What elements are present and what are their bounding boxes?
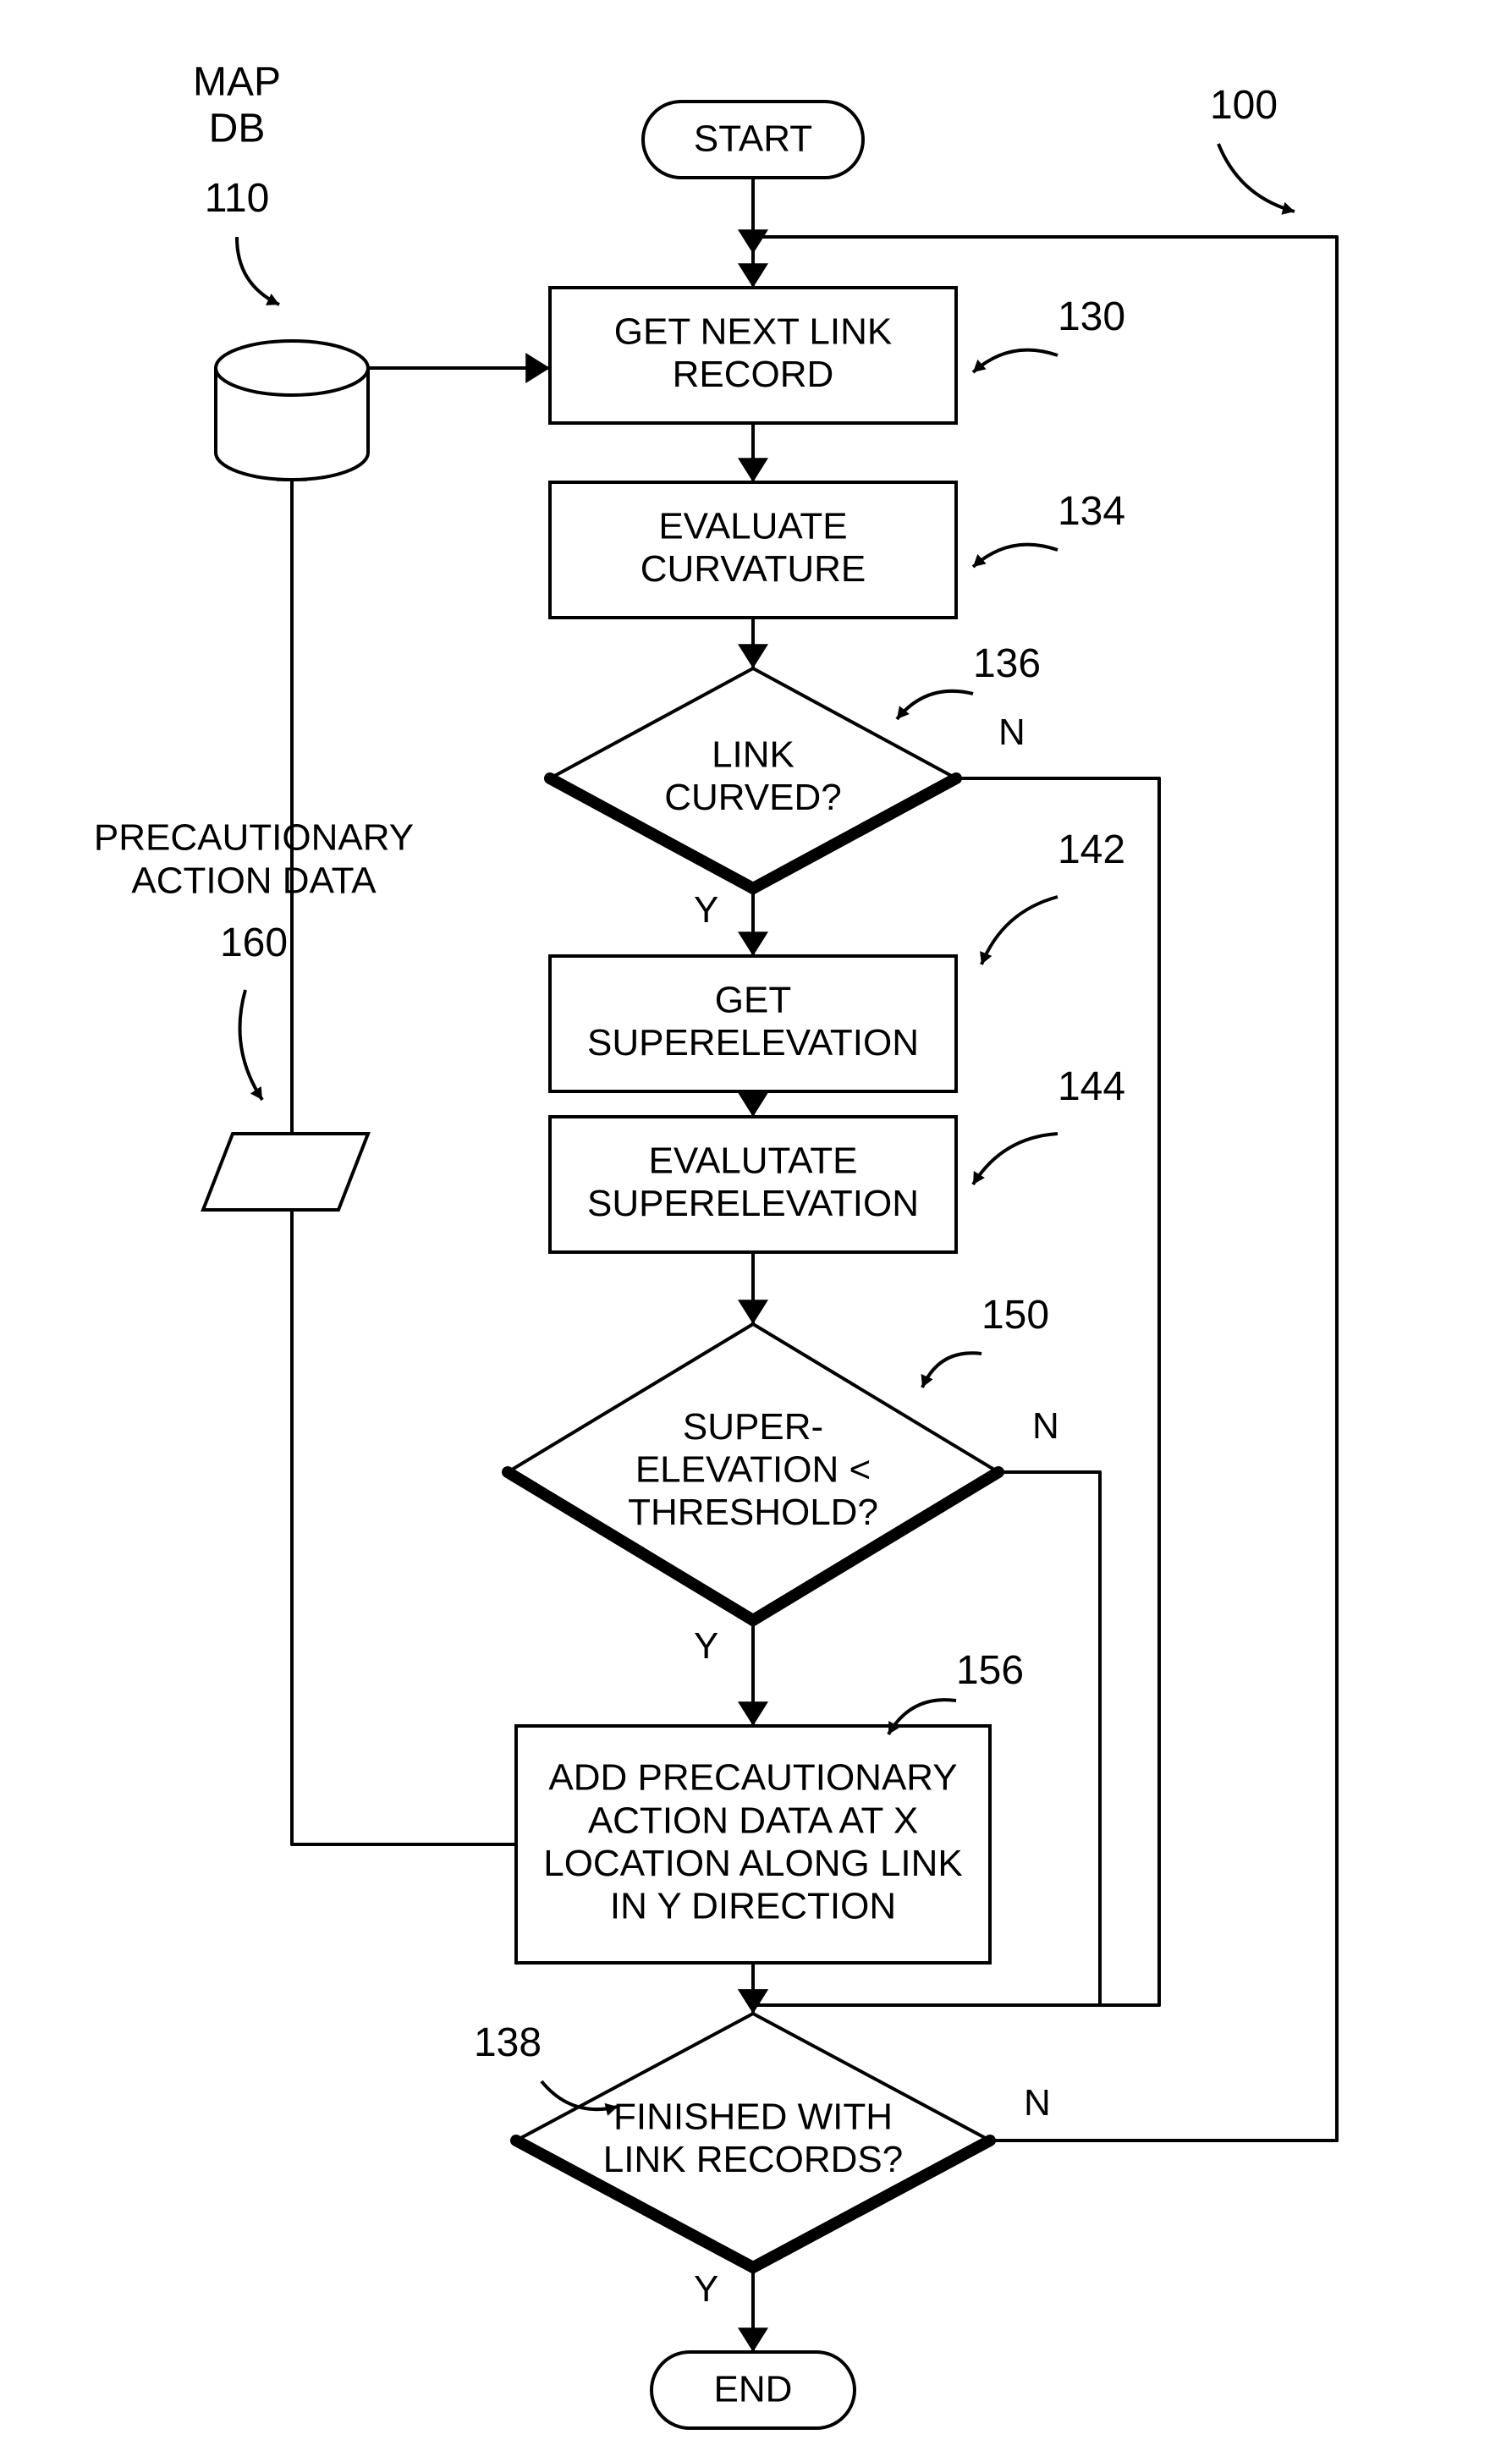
precaution-label: PRECAUTIONARY xyxy=(94,817,414,859)
process-text: CURVATURE xyxy=(641,548,866,590)
decision-text: THRESHOLD? xyxy=(628,1492,878,1533)
terminal-text: START xyxy=(694,118,812,160)
process-text: LOCATION ALONG LINK xyxy=(543,1843,963,1884)
process-text: ACTION DATA AT X xyxy=(588,1800,918,1841)
link-curved-yes: Y xyxy=(694,889,718,931)
finished-yes: Y xyxy=(694,2268,718,2310)
arrowhead xyxy=(738,229,768,254)
decision-text: FINISHED WITH xyxy=(613,2096,893,2137)
ref-arrow xyxy=(1218,144,1295,212)
ref-arrow xyxy=(239,990,262,1100)
super-threshold-yes: Y xyxy=(694,1625,718,1667)
process-text: ADD PRECAUTIONARY xyxy=(548,1757,957,1799)
map-db-label: MAP xyxy=(193,59,281,104)
arrowhead xyxy=(738,644,768,668)
ref-arrow xyxy=(237,237,279,305)
process-text: EVALUTATE xyxy=(649,1140,858,1181)
process-text: SUPERELEVATION xyxy=(587,1022,919,1063)
arrowhead xyxy=(738,1701,768,1726)
ref-100: 100 xyxy=(1210,83,1278,128)
ref-160: 160 xyxy=(220,920,288,965)
process-text: EVALUATE xyxy=(658,505,847,547)
ref-142: 142 xyxy=(1058,827,1125,872)
ref-arrow xyxy=(897,691,973,719)
decision-text: SUPER- xyxy=(683,1406,823,1448)
ref-144: 144 xyxy=(1058,1064,1125,1109)
process-text: GET xyxy=(715,979,791,1020)
decision-text: LINK RECORDS? xyxy=(603,2139,904,2180)
process-text: IN Y DIRECTION xyxy=(610,1886,896,1927)
arrowhead xyxy=(738,263,768,288)
decision-text: ELEVATION < xyxy=(635,1449,871,1491)
flowchart-canvas: START GET NEXT LINKRECORD EVALUATECURVATUR… xyxy=(0,0,1512,2440)
finished-no: N xyxy=(1024,2082,1051,2124)
arrowhead xyxy=(738,1300,768,1324)
process-text: SUPERELEVATION xyxy=(587,1183,919,1224)
decision-text: CURVED? xyxy=(664,777,841,818)
ref-150: 150 xyxy=(981,1293,1049,1338)
link-curved-no: N xyxy=(998,712,1025,753)
ref-arrowhead xyxy=(973,360,987,372)
arrowhead xyxy=(738,931,768,956)
process-text: RECORD xyxy=(673,354,834,395)
data-parallelogram xyxy=(203,1134,368,1210)
arrowhead xyxy=(738,2327,768,2352)
ref-138: 138 xyxy=(474,2020,542,2065)
db-cylinder-top xyxy=(216,341,368,395)
ref-arrow xyxy=(922,1353,981,1388)
arrowhead xyxy=(738,1092,768,1117)
ref-arrow xyxy=(973,1134,1058,1184)
ref-156: 156 xyxy=(956,1648,1024,1693)
ref-136: 136 xyxy=(973,641,1041,686)
terminal-text: END xyxy=(714,2369,793,2410)
ref-134: 134 xyxy=(1058,489,1125,534)
ref-arrowhead xyxy=(973,554,987,567)
decision-text: LINK xyxy=(712,734,794,775)
super-threshold-no: N xyxy=(1032,1405,1059,1447)
precaution-label: ACTION DATA xyxy=(131,860,377,901)
ref-110: 110 xyxy=(205,176,270,221)
arrowhead xyxy=(738,1989,768,2014)
ref-arrow xyxy=(981,897,1058,964)
arrowhead xyxy=(738,458,768,482)
arrowhead xyxy=(525,353,550,383)
ref-130: 130 xyxy=(1058,294,1125,339)
process-text: GET NEXT LINK xyxy=(614,310,892,352)
map-db-label: DB xyxy=(209,107,266,151)
ref-arrowhead xyxy=(1281,202,1295,215)
